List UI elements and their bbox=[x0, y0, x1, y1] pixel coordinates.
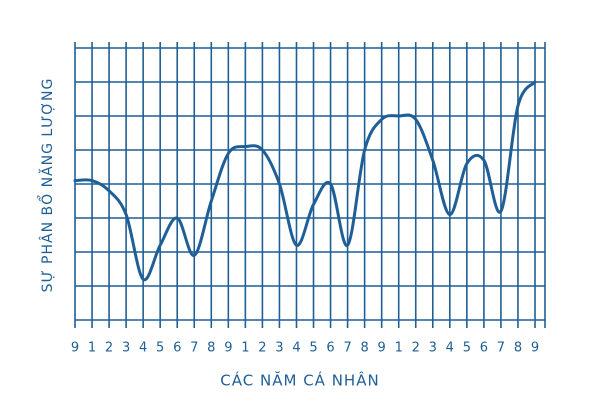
x-tick-label: 1 bbox=[88, 341, 96, 356]
x-tick-label: 5 bbox=[463, 341, 471, 356]
x-tick-label: 8 bbox=[514, 341, 522, 356]
x-tick-label: 2 bbox=[258, 341, 266, 356]
x-tick-label: 6 bbox=[480, 341, 488, 356]
x-tick-label: 5 bbox=[309, 341, 317, 356]
x-tick-label: 1 bbox=[395, 341, 403, 356]
x-tick-label: 4 bbox=[292, 341, 300, 356]
x-tick-label: 7 bbox=[497, 341, 505, 356]
x-tick-label: 2 bbox=[412, 341, 420, 356]
x-tick-label: 5 bbox=[156, 341, 164, 356]
x-tick-label: 2 bbox=[105, 341, 113, 356]
x-tick-label: 6 bbox=[173, 341, 181, 356]
x-tick-label: 6 bbox=[326, 341, 334, 356]
x-tick-label: 7 bbox=[190, 341, 198, 356]
x-tick-label: 4 bbox=[446, 341, 454, 356]
x-tick-label: 4 bbox=[139, 341, 147, 356]
x-tick-label: 8 bbox=[207, 341, 215, 356]
x-tick-label: 9 bbox=[531, 341, 539, 356]
x-tick-label: 3 bbox=[429, 341, 437, 356]
y-axis-label: SỰ PHÂN BỔ NĂNG LƯỢNG bbox=[37, 78, 56, 293]
x-tick-label: 9 bbox=[224, 341, 232, 356]
x-tick-label: 9 bbox=[378, 341, 386, 356]
x-tick-label: 3 bbox=[122, 341, 130, 356]
x-axis-label: CÁC NĂM CÁ NHÂN bbox=[220, 371, 379, 390]
x-tick-label: 7 bbox=[343, 341, 351, 356]
x-tick-label: 8 bbox=[360, 341, 368, 356]
x-tick-label: 1 bbox=[241, 341, 249, 356]
x-tick-label: 9 bbox=[71, 341, 79, 356]
x-tick-label: 3 bbox=[275, 341, 283, 356]
energy-line bbox=[73, 80, 537, 282]
